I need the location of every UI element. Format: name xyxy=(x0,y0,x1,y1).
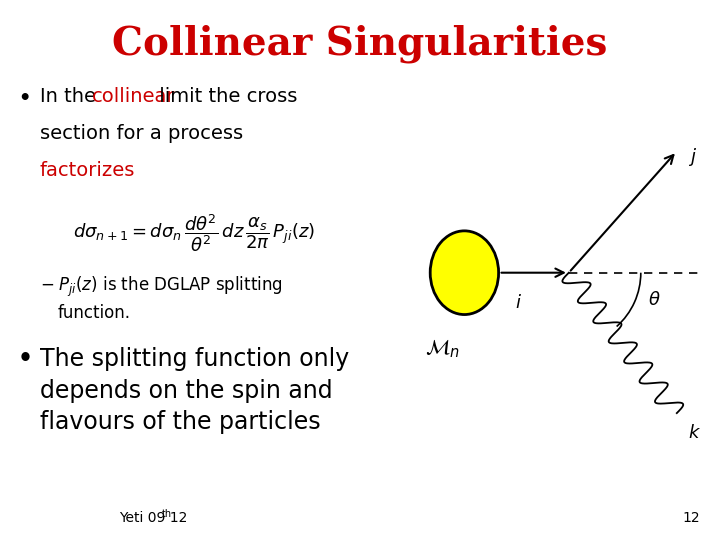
Text: section for a process: section for a process xyxy=(40,124,243,143)
Text: •: • xyxy=(18,89,30,108)
Text: function.: function. xyxy=(58,304,130,322)
Text: $\theta$: $\theta$ xyxy=(648,291,661,309)
Text: In the: In the xyxy=(40,87,102,106)
Text: Yeti 09 12: Yeti 09 12 xyxy=(119,511,187,525)
Ellipse shape xyxy=(431,231,498,314)
Text: The splitting function only
depends on the spin and
flavours of the particles: The splitting function only depends on t… xyxy=(40,347,349,434)
Text: th: th xyxy=(162,509,172,519)
Text: collinear: collinear xyxy=(92,87,176,106)
Text: $\mathcal{M}_n$: $\mathcal{M}_n$ xyxy=(426,338,460,360)
Text: $j$: $j$ xyxy=(688,146,697,168)
Text: $k$: $k$ xyxy=(688,424,701,442)
Text: $d\sigma_{n+1} = d\sigma_n \,\dfrac{d\theta^2}{\theta^2} \, dz \,\dfrac{\alpha_s: $d\sigma_{n+1} = d\sigma_n \,\dfrac{d\th… xyxy=(73,212,315,254)
Text: 12: 12 xyxy=(683,511,700,525)
Text: limit the cross: limit the cross xyxy=(153,87,298,106)
Text: •: • xyxy=(18,347,33,371)
Text: $i$: $i$ xyxy=(515,294,522,312)
Text: $-\; P_{ji}(z)$ is the DGLAP splitting: $-\; P_{ji}(z)$ is the DGLAP splitting xyxy=(40,274,282,299)
Text: factorizes: factorizes xyxy=(40,161,135,180)
Text: Collinear Singularities: Collinear Singularities xyxy=(112,24,608,63)
